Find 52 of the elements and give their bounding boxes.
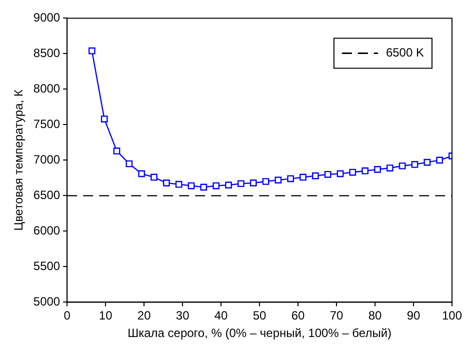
y-tick-label: 6500 — [33, 188, 60, 202]
x-tick-label: 70 — [330, 308, 344, 323]
y-tick-label: 7500 — [33, 117, 60, 132]
x-tick-label: 20 — [137, 308, 152, 323]
y-tick-label: 9000 — [33, 10, 60, 25]
y-tick-label: 6000 — [33, 224, 60, 238]
point — [287, 175, 294, 182]
x-tick-label: 80 — [368, 308, 382, 323]
x-tick-label: 10 — [98, 308, 113, 323]
point — [411, 161, 418, 168]
legend-label: 6500 K — [386, 46, 424, 60]
x-tick-label: 0 — [64, 308, 71, 323]
x-tick-label: 50 — [252, 308, 267, 323]
point — [300, 174, 306, 181]
x-axis-title: Шкала серого, % (0% – черный, 100% – белый) — [128, 326, 392, 340]
point — [386, 164, 394, 172]
y-tick-label: 7000 — [33, 152, 60, 167]
point — [88, 47, 96, 54]
point — [362, 167, 369, 174]
point — [274, 176, 282, 184]
point — [398, 162, 406, 170]
point — [349, 168, 356, 176]
point — [200, 184, 208, 191]
y-axis-title: Цветовая температура, К — [12, 90, 26, 231]
point — [424, 158, 431, 166]
point — [212, 182, 220, 190]
y-tick-label: 5500 — [33, 259, 60, 274]
point — [188, 182, 195, 190]
point — [126, 160, 133, 168]
point — [113, 148, 120, 154]
point — [138, 170, 145, 178]
point — [163, 179, 170, 186]
point — [436, 156, 443, 164]
y-tick-label: 8000 — [33, 82, 60, 96]
point — [175, 180, 182, 188]
point — [150, 174, 158, 181]
point — [312, 172, 319, 180]
y-tick-label: 8500 — [33, 46, 60, 60]
point — [324, 170, 332, 178]
x-tick-label: 100 — [442, 308, 462, 323]
x-tick-label: 90 — [406, 308, 420, 323]
x-tick-label: 30 — [176, 308, 190, 323]
point — [237, 180, 244, 188]
point — [374, 166, 381, 173]
y-tick-label: 5000 — [33, 294, 60, 309]
point — [100, 116, 108, 122]
x-tick-label: 40 — [214, 308, 228, 323]
point — [262, 178, 270, 185]
point — [250, 179, 257, 186]
point — [225, 182, 232, 188]
x-tick-label: 60 — [291, 308, 306, 323]
point — [336, 170, 344, 178]
